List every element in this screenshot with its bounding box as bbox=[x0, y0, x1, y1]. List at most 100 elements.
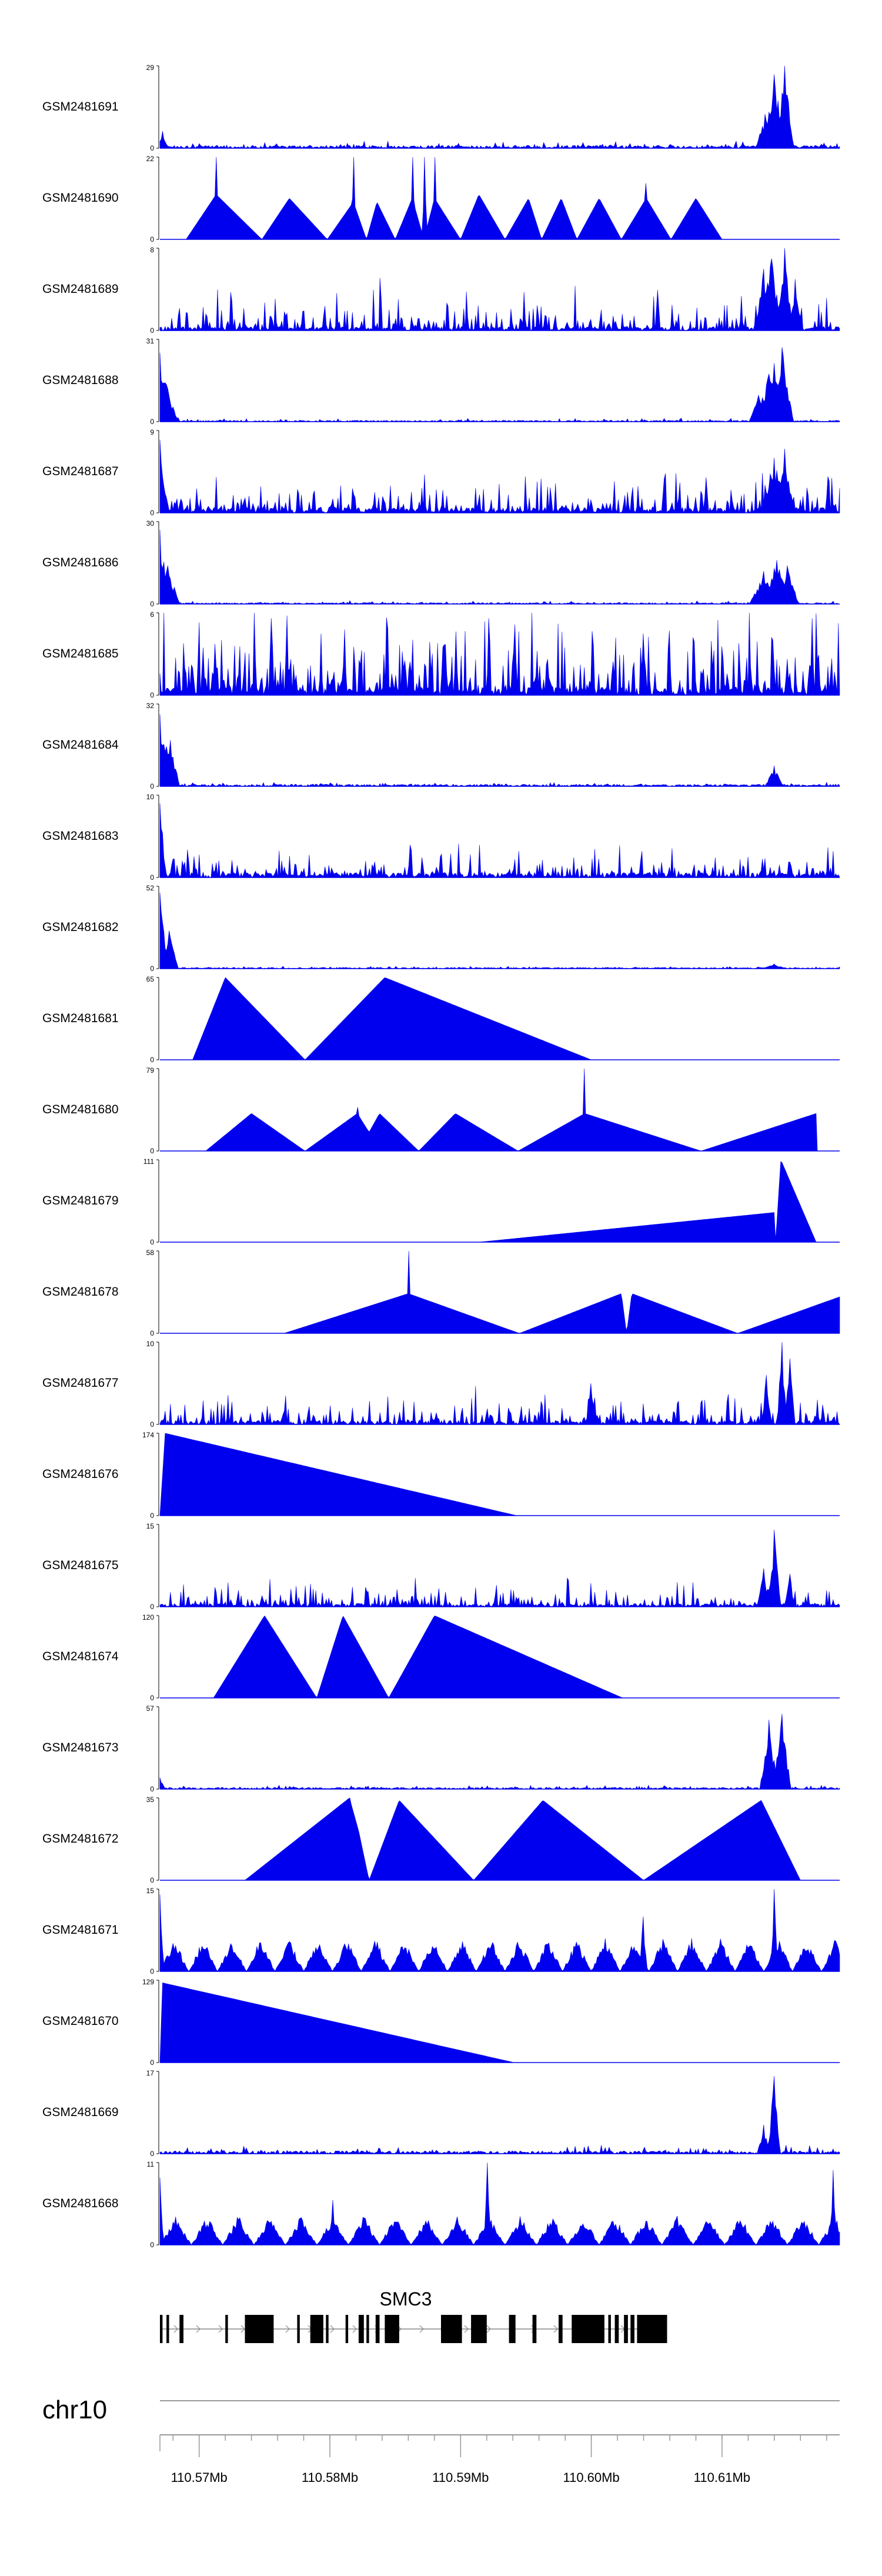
y-min-label: 0 bbox=[150, 2150, 154, 2158]
exon bbox=[326, 2315, 329, 2343]
track-title: GSM2481681 bbox=[42, 1012, 119, 1025]
y-max-label: 31 bbox=[146, 337, 155, 345]
y-max-label: 9 bbox=[150, 428, 154, 436]
coverage-area bbox=[159, 439, 840, 513]
y-min-label: 0 bbox=[150, 873, 154, 882]
track-title: GSM2481668 bbox=[42, 2197, 119, 2210]
exon bbox=[608, 2315, 611, 2343]
y-max-label: 10 bbox=[146, 793, 155, 801]
exon bbox=[366, 2315, 369, 2343]
y-min-label: 0 bbox=[150, 326, 154, 335]
coverage-area bbox=[159, 2076, 840, 2154]
strand-arrow bbox=[486, 2325, 491, 2333]
track-title: GSM2481688 bbox=[42, 373, 119, 387]
track-title: GSM2481691 bbox=[42, 100, 119, 114]
genome-axis: chr10 110.57Mb 110.58Mb 110.59Mb 110.60Mb 110… bbox=[42, 2395, 840, 2485]
y-max-label: 8 bbox=[150, 246, 154, 254]
strand-arrow bbox=[285, 2325, 290, 2333]
track-gsm2481672: GSM2481672 35 0 bbox=[42, 1796, 840, 1884]
coverage-area bbox=[159, 1714, 840, 1790]
strand-arrow bbox=[419, 2325, 424, 2333]
track-title: GSM2481678 bbox=[42, 1285, 119, 1299]
track-gsm2481685: GSM2481685 6 0 bbox=[42, 610, 840, 699]
strand-arrow bbox=[173, 2325, 178, 2333]
y-min-label: 0 bbox=[150, 1876, 154, 1884]
strand-arrow bbox=[240, 2325, 245, 2333]
y-max-label: 111 bbox=[143, 1157, 155, 1166]
x-tick-label: 110.59Mb bbox=[432, 2470, 489, 2485]
strand-arrow bbox=[196, 2325, 201, 2333]
coverage-area bbox=[159, 892, 840, 969]
track-title: GSM2481672 bbox=[42, 1832, 119, 1846]
y-max-label: 6 bbox=[150, 610, 154, 619]
y-max-label: 11 bbox=[147, 2160, 155, 2168]
y-max-label: 17 bbox=[146, 2069, 155, 2077]
exon bbox=[630, 2315, 634, 2343]
exon bbox=[471, 2315, 487, 2343]
y-min-label: 0 bbox=[150, 418, 154, 426]
track-gsm2481681: GSM2481681 65 0 bbox=[42, 975, 840, 1064]
x-tick-label: 110.57Mb bbox=[171, 2470, 228, 2485]
strand-arrow bbox=[352, 2325, 357, 2333]
track-gsm2481686: GSM2481686 30 0 bbox=[42, 519, 840, 608]
y-min-label: 0 bbox=[150, 1603, 154, 1611]
y-max-label: 52 bbox=[146, 884, 155, 892]
track-gsm2481689: GSM2481689 8 0 bbox=[42, 246, 840, 335]
y-min-label: 0 bbox=[150, 2241, 154, 2249]
coverage-area bbox=[159, 529, 840, 605]
exon bbox=[345, 2315, 349, 2343]
exon bbox=[572, 2315, 604, 2343]
track-title: GSM2481680 bbox=[42, 1103, 119, 1116]
y-min-label: 0 bbox=[150, 2058, 154, 2067]
coverage-area bbox=[160, 977, 840, 1060]
track-title: GSM2481677 bbox=[42, 1376, 119, 1390]
track-gsm2481670: GSM2481670 129 0 bbox=[42, 1978, 840, 2067]
y-min-label: 0 bbox=[150, 509, 154, 517]
track-title: GSM2481685 bbox=[42, 647, 119, 660]
exon bbox=[225, 2315, 228, 2343]
exon bbox=[559, 2315, 563, 2343]
y-max-label: 35 bbox=[146, 1796, 155, 1804]
exon bbox=[532, 2315, 537, 2343]
track-title: GSM2481684 bbox=[42, 738, 119, 752]
track-gsm2481674: GSM2481674 120 0 bbox=[42, 1613, 840, 1702]
strand-arrow bbox=[553, 2325, 558, 2333]
track-title: GSM2481679 bbox=[42, 1194, 119, 1207]
y-min-label: 0 bbox=[150, 600, 154, 608]
exon bbox=[245, 2315, 274, 2343]
exon bbox=[509, 2315, 516, 2343]
track-gsm2481690: GSM2481690 22 0 bbox=[42, 155, 840, 243]
coverage-area bbox=[159, 1888, 840, 1972]
coverage-area bbox=[159, 1982, 840, 2063]
gene-label: SMC3 bbox=[380, 2288, 432, 2310]
y-max-label: 58 bbox=[146, 1249, 155, 1257]
track-gsm2481669: GSM2481669 17 0 bbox=[42, 2069, 840, 2158]
coverage-area bbox=[159, 1530, 840, 1607]
exon bbox=[375, 2315, 380, 2343]
exon bbox=[166, 2315, 169, 2343]
track-gsm2481691: GSM2481691 29 0 bbox=[42, 64, 840, 152]
track-gsm2481688: GSM2481688 31 0 bbox=[42, 337, 840, 426]
y-min-label: 0 bbox=[150, 1329, 154, 1337]
y-min-label: 0 bbox=[150, 1056, 154, 1064]
track-title: GSM2481690 bbox=[42, 191, 119, 205]
coverage-area bbox=[159, 1342, 840, 1425]
track-gsm2481684: GSM2481684 32 0 bbox=[42, 702, 840, 790]
chromosome-label: chr10 bbox=[42, 2395, 107, 2424]
coverage-area bbox=[160, 156, 840, 240]
y-min-label: 0 bbox=[150, 1147, 154, 1155]
y-max-label: 65 bbox=[146, 975, 155, 983]
coverage-area bbox=[160, 1161, 840, 1243]
y-min-label: 0 bbox=[150, 144, 154, 152]
track-gsm2481678: GSM2481678 58 0 bbox=[42, 1249, 840, 1337]
y-max-label: 15 bbox=[146, 1522, 155, 1530]
coverage-area bbox=[159, 803, 840, 878]
y-min-label: 0 bbox=[150, 235, 154, 243]
track-gsm2481673: GSM2481673 57 0 bbox=[42, 1704, 840, 1793]
exon bbox=[179, 2315, 183, 2343]
strand-arrow bbox=[464, 2325, 469, 2333]
track-gsm2481668: GSM2481668 11 0 bbox=[42, 2160, 840, 2249]
coverage-area bbox=[160, 1797, 840, 1881]
track-gsm2481687: GSM2481687 9 0 bbox=[42, 428, 840, 517]
